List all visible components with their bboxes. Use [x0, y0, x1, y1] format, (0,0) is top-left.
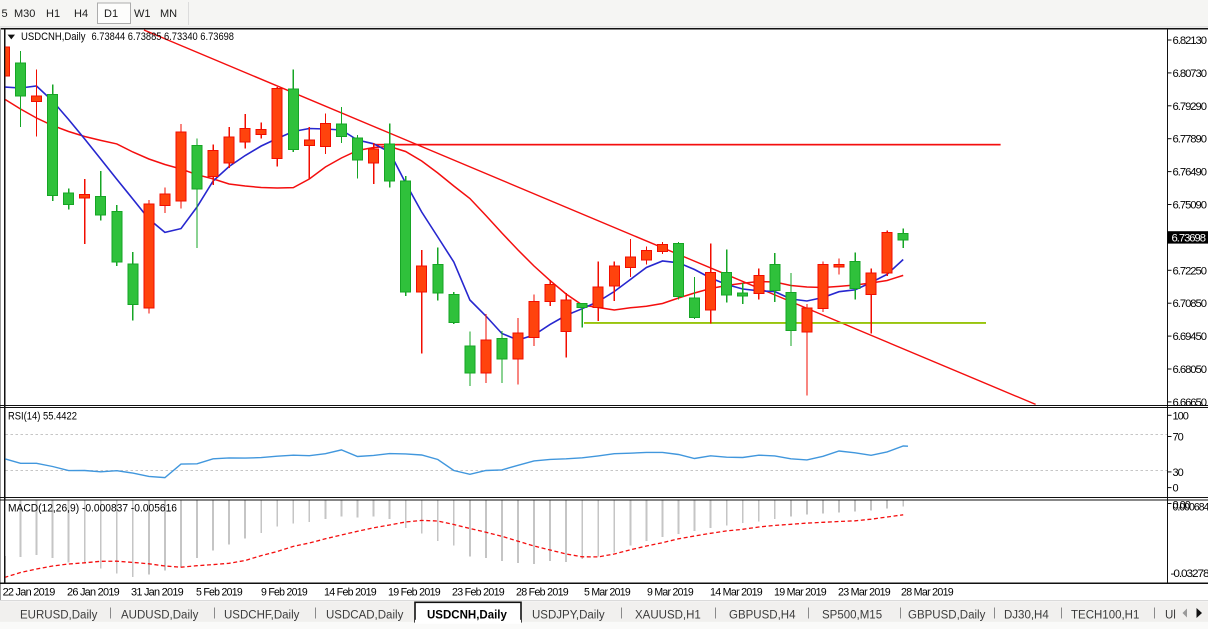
svg-text:H1: H1: [46, 8, 60, 20]
svg-text:5: 5: [2, 8, 8, 20]
svg-text:9 Feb 2019: 9 Feb 2019: [261, 587, 308, 599]
svg-text:6.72250: 6.72250: [1173, 265, 1207, 277]
svg-text:5 Mar 2019: 5 Mar 2019: [584, 587, 631, 599]
svg-text:19 Mar 2019: 19 Mar 2019: [774, 587, 827, 599]
svg-text:31 Jan 2019: 31 Jan 2019: [131, 587, 184, 599]
svg-text:23 Mar 2019: 23 Mar 2019: [838, 587, 891, 599]
svg-text:14 Feb 2019: 14 Feb 2019: [324, 587, 377, 599]
svg-text:0.000684: 0.000684: [1173, 502, 1208, 514]
svg-text:W1: W1: [134, 8, 151, 20]
svg-text:XAUUSD,H1: XAUUSD,H1: [635, 610, 701, 622]
svg-text:28 Mar 2019: 28 Mar 2019: [901, 587, 954, 599]
svg-text:9 Mar 2019: 9 Mar 2019: [647, 587, 694, 599]
svg-text:6.77890: 6.77890: [1173, 134, 1207, 146]
svg-text:19 Feb 2019: 19 Feb 2019: [388, 587, 441, 599]
svg-text:14 Mar 2019: 14 Mar 2019: [710, 587, 763, 599]
svg-text:MN: MN: [160, 8, 177, 20]
svg-text:EURUSD,Daily: EURUSD,Daily: [20, 610, 98, 622]
svg-text:6.76490: 6.76490: [1173, 167, 1207, 179]
svg-text:6.70850: 6.70850: [1173, 298, 1207, 310]
svg-text:USDCNH,Daily: USDCNH,Daily: [427, 610, 507, 622]
svg-text:6.82130: 6.82130: [1173, 35, 1207, 47]
svg-text:6.75090: 6.75090: [1173, 200, 1207, 212]
svg-text:6.66650: 6.66650: [1173, 397, 1207, 409]
svg-text:Ul: Ul: [1165, 610, 1176, 622]
svg-text:23 Feb 2019: 23 Feb 2019: [452, 587, 505, 599]
svg-text:SP500,M15: SP500,M15: [822, 610, 882, 622]
svg-text:USDCHF,Daily: USDCHF,Daily: [224, 610, 300, 622]
svg-text:DJ30,H4: DJ30,H4: [1004, 610, 1049, 622]
svg-text:28 Feb 2019: 28 Feb 2019: [516, 587, 569, 599]
svg-text:6.73698: 6.73698: [1172, 232, 1206, 244]
svg-text:6.69450: 6.69450: [1173, 331, 1207, 343]
svg-text:USDJPY,Daily: USDJPY,Daily: [532, 610, 605, 622]
svg-text:RSI(14) 55.4422: RSI(14) 55.4422: [8, 411, 77, 423]
svg-text:USDCNH,Daily: USDCNH,Daily: [21, 31, 86, 43]
svg-text:6.73844 6.73885 6.73340 6.7369: 6.73844 6.73885 6.73340 6.73698: [92, 31, 235, 43]
svg-text:30: 30: [1173, 467, 1184, 479]
svg-text:5 Feb 2019: 5 Feb 2019: [196, 587, 243, 599]
svg-text:AUDUSD,Daily: AUDUSD,Daily: [121, 610, 199, 622]
svg-text:6.68050: 6.68050: [1173, 364, 1207, 376]
svg-text:M30: M30: [14, 8, 35, 20]
svg-text:6.79290: 6.79290: [1173, 101, 1207, 113]
svg-text:6.80730: 6.80730: [1173, 68, 1207, 80]
svg-text:100: 100: [1173, 410, 1189, 422]
svg-text:-0.03278: -0.03278: [1171, 568, 1208, 580]
svg-text:0.00: 0.00: [1173, 500, 1191, 512]
svg-text:H4: H4: [74, 8, 88, 20]
svg-text:D1: D1: [104, 8, 118, 20]
svg-text:70: 70: [1173, 432, 1184, 444]
svg-text:26 Jan 2019: 26 Jan 2019: [67, 587, 120, 599]
svg-text:USDCAD,Daily: USDCAD,Daily: [326, 610, 404, 622]
svg-text:MACD(12,26,9) -0.000837 -0.005: MACD(12,26,9) -0.000837 -0.005616: [8, 503, 177, 515]
svg-text:GBPUSD,H4: GBPUSD,H4: [729, 610, 796, 622]
svg-text:TECH100,H1: TECH100,H1: [1071, 610, 1139, 622]
svg-text:22 Jan 2019: 22 Jan 2019: [3, 587, 56, 599]
svg-text:GBPUSD,Daily: GBPUSD,Daily: [908, 610, 986, 622]
svg-text:0: 0: [1173, 483, 1179, 495]
